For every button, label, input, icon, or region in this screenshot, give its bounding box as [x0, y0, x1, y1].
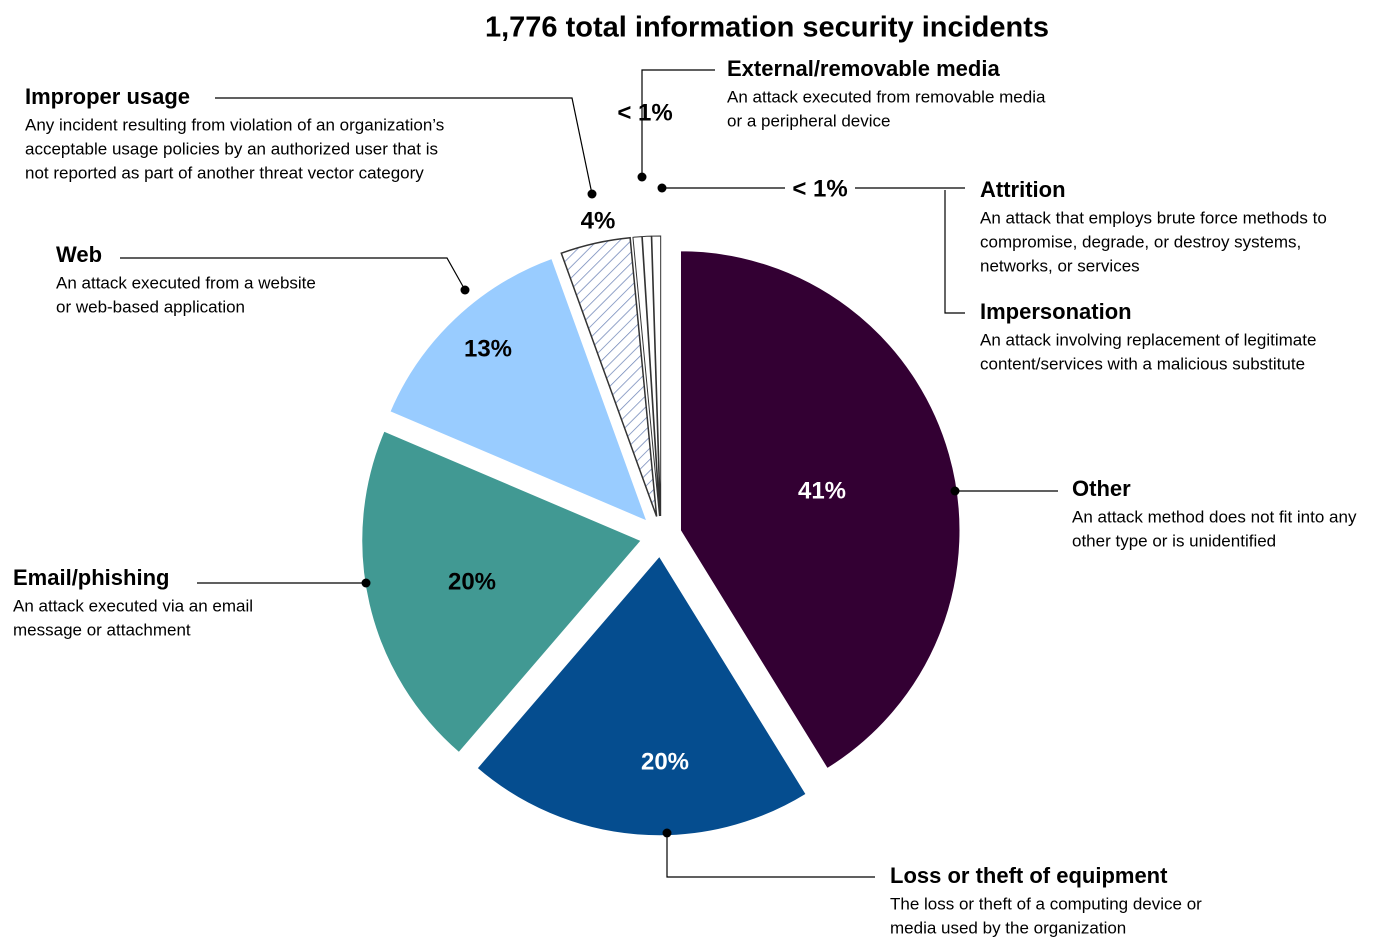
value-label: 20% — [641, 748, 689, 775]
slice — [632, 236, 660, 517]
category-description: media used by the organization — [890, 918, 1126, 937]
category-name: Impersonation — [980, 299, 1132, 324]
category-description: An attack that employs brute force metho… — [980, 208, 1327, 227]
slice — [560, 236, 658, 517]
category-description: The loss or theft of a computing device … — [890, 894, 1202, 913]
value-label: < 1% — [792, 175, 847, 202]
leader-dot — [460, 285, 470, 295]
category-description: message or attachment — [13, 620, 191, 639]
category-description: An attack involving replacement of legit… — [980, 330, 1316, 349]
category-description: acceptable usage policies by an authoriz… — [25, 139, 438, 158]
leader-dot — [950, 486, 960, 496]
category-description: compromise, degrade, or destroy systems, — [980, 232, 1301, 251]
leader-dot — [361, 578, 371, 588]
category-description: or web-based application — [56, 297, 245, 316]
category-description: networks, or services — [980, 256, 1140, 275]
slice — [651, 235, 662, 517]
chart-title: 1,776 total information security inciden… — [485, 12, 1049, 44]
category-description: An attack executed via an email — [13, 596, 253, 615]
value-label: 13% — [464, 335, 512, 362]
leader-line — [120, 257, 466, 291]
category-description: content/services with a malicious substi… — [980, 354, 1305, 373]
category-name: Attrition — [980, 177, 1066, 202]
category-name: Improper usage — [25, 84, 190, 109]
slice — [475, 554, 808, 837]
value-label: 4% — [581, 207, 616, 234]
leader-line — [944, 190, 965, 314]
category-name: Loss or theft of equipment — [890, 863, 1168, 888]
category-name: Web — [56, 242, 102, 267]
slice — [360, 429, 643, 754]
value-label: 41% — [798, 477, 846, 504]
leader-line — [641, 69, 715, 177]
category-name: External/removable media — [727, 56, 1000, 81]
leader-dot — [657, 183, 667, 193]
slice — [388, 257, 649, 523]
category-description: An attack method does not fit into any — [1072, 507, 1357, 526]
value-label: 20% — [448, 568, 496, 595]
value-label: < 1% — [617, 99, 672, 126]
category-description: An attack executed from a website — [56, 273, 316, 292]
category-name: Email/phishing — [13, 565, 169, 590]
category-description: or a peripheral device — [727, 111, 890, 130]
category-description: Any incident resulting from violation of… — [25, 115, 444, 134]
category-description: not reported as part of another threat v… — [25, 163, 424, 182]
category-description: other type or is unidentified — [1072, 531, 1276, 550]
leader-dot — [587, 189, 597, 199]
leader-line — [666, 833, 875, 878]
leader-line — [215, 97, 593, 195]
slice — [641, 235, 661, 517]
category-description: An attack executed from removable media — [727, 87, 1046, 106]
category-name: Other — [1072, 476, 1131, 501]
leader-dot — [662, 828, 672, 838]
leader-dot — [637, 172, 647, 182]
slice — [679, 249, 961, 770]
